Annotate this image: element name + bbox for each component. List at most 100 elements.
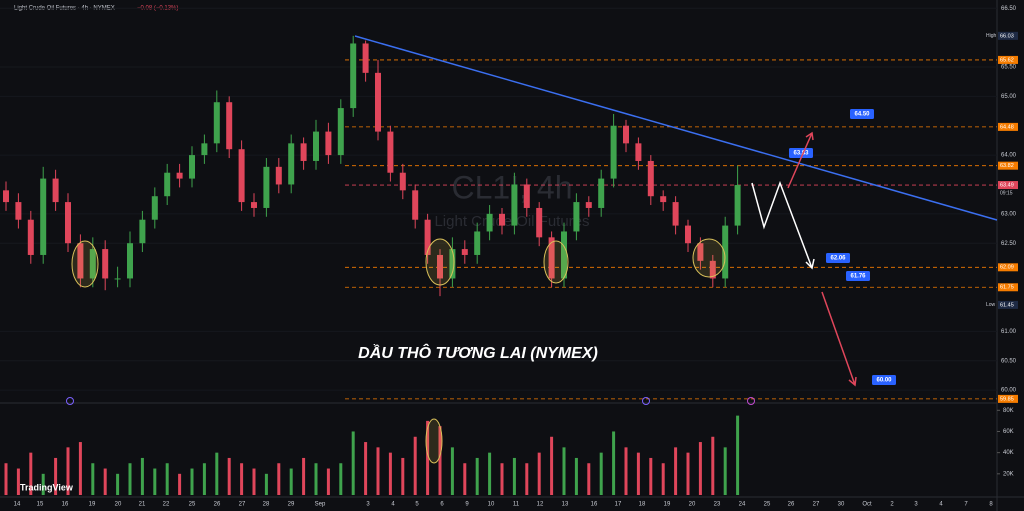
y-tick-label: 65.50	[1001, 65, 1017, 71]
target-label: 60.00	[876, 378, 892, 384]
x-tick-label: 3	[366, 502, 370, 508]
candle-body	[548, 237, 555, 279]
candle-body	[275, 166, 282, 185]
candle-body	[164, 172, 171, 197]
y-tick-label: 63.00	[1001, 211, 1017, 217]
x-tick-label: 27	[239, 502, 246, 508]
price-label: 62.09	[1000, 265, 1014, 271]
y-tick-label: 62.50	[1001, 241, 1017, 247]
x-tick-label: 25	[189, 502, 196, 508]
price-label-bg	[998, 122, 1018, 131]
x-tick-label: 24	[739, 502, 746, 508]
candle-body	[362, 43, 369, 73]
x-tick-label: 20	[115, 502, 122, 508]
arrow-down	[821, 291, 856, 386]
highlight	[692, 238, 726, 278]
candle-body	[89, 249, 96, 279]
price-label: 59.85	[1000, 396, 1014, 402]
x-tick-label: 19	[664, 502, 671, 508]
target-label: 62.06	[830, 256, 846, 262]
x-tick-label: 18	[639, 502, 646, 508]
candle-body	[139, 219, 146, 244]
candle-body	[598, 178, 605, 208]
price-label-bg	[998, 283, 1018, 292]
price-label: 63.82	[1000, 163, 1014, 169]
price-label-bg	[998, 300, 1018, 309]
arrow-head	[848, 376, 857, 387]
candle-body	[151, 196, 158, 220]
x-tick-label: 19	[89, 502, 96, 508]
candle-body	[623, 125, 629, 144]
candle-body	[486, 213, 493, 232]
candle-body	[647, 160, 654, 197]
logo: TradingView	[20, 482, 74, 492]
projection-path	[751, 180, 813, 269]
y-tick-label: 61.00	[1001, 329, 1017, 335]
x-tick-label: 17	[615, 502, 622, 508]
event-icon	[747, 397, 755, 405]
candle-body	[213, 102, 220, 144]
x-tick-label: 20	[689, 502, 696, 508]
candle-body	[437, 254, 443, 279]
candle-body	[511, 184, 518, 226]
candle-body	[660, 196, 667, 203]
candle-body	[300, 143, 307, 161]
candle-body	[189, 155, 195, 179]
y-tick-label: 64.00	[1001, 153, 1017, 159]
candle-body	[263, 166, 270, 208]
x-tick-label: 26	[214, 502, 221, 508]
target-label: 63.83	[793, 151, 809, 157]
arrow-head	[805, 258, 815, 270]
candle-body	[387, 131, 394, 173]
highlight	[425, 418, 443, 464]
x-tick-label: Oct	[862, 502, 872, 508]
highlight	[71, 240, 99, 288]
candle-body	[65, 202, 71, 244]
candle-body	[3, 190, 9, 203]
candle-body	[474, 231, 481, 255]
highlight	[543, 240, 569, 284]
candle-body	[499, 213, 505, 226]
candle-body	[40, 178, 47, 255]
y-tick-label: 66.50	[1001, 6, 1017, 12]
x-tick-label: 10	[488, 502, 495, 508]
x-tick-label: 22	[163, 502, 170, 508]
price-label-bg	[998, 31, 1018, 40]
price-label-bg	[998, 181, 1018, 190]
candle-body	[461, 249, 468, 255]
candle-body	[337, 108, 344, 156]
x-tick-label: 14	[14, 502, 21, 508]
headline: DẦU THÔ TƯƠNG LAI (NYMEX)	[358, 343, 598, 362]
candle-body	[27, 219, 34, 255]
candle-body	[313, 131, 319, 161]
y-tick-label: 60.00	[1001, 388, 1017, 394]
candle-body	[52, 178, 59, 203]
candle-body	[585, 202, 592, 208]
event-icon	[642, 397, 650, 405]
candle-body	[523, 184, 530, 208]
x-tick-label: Sep	[315, 502, 326, 508]
candle-body	[399, 172, 406, 191]
candle-body	[672, 202, 679, 226]
target-box	[872, 375, 896, 385]
price-label-bg	[998, 394, 1018, 403]
arrow-up	[787, 132, 813, 189]
target-box	[846, 271, 870, 281]
trendline	[354, 35, 998, 221]
candle-body	[226, 102, 233, 150]
candle-body	[15, 202, 22, 220]
volume-tick-label: 80K	[1003, 408, 1014, 414]
candle-body	[375, 72, 381, 132]
candle-body	[734, 185, 741, 226]
candle-body	[561, 231, 567, 279]
volume-tick-label: 20K	[1003, 471, 1014, 477]
price-label-tag: High	[986, 33, 997, 39]
target-label: 64.50	[854, 112, 870, 118]
candle-body	[722, 225, 729, 279]
price-label-bg	[998, 55, 1018, 64]
x-tick-label: 21	[139, 502, 146, 508]
x-tick-label: 8	[989, 502, 993, 508]
x-tick-label: 4	[939, 502, 943, 508]
x-tick-label: 11	[513, 502, 520, 508]
